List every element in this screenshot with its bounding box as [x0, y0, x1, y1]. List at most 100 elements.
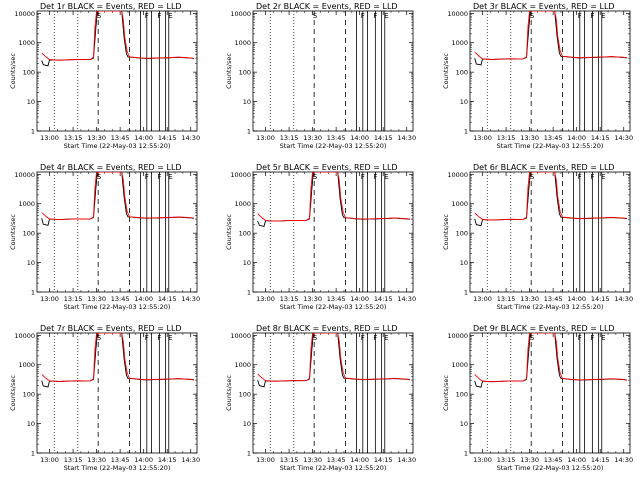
- y-tick-label: 1: [31, 289, 35, 297]
- x-tick-label: 13:45: [327, 295, 346, 303]
- x-tick-label: 14:30: [397, 456, 416, 464]
- x-tick-label: 13:30: [520, 456, 539, 464]
- x-tick-label: 13:15: [64, 456, 83, 464]
- x-tick-label: 13:45: [544, 456, 563, 464]
- panel-7: Det 7r BLACK = Events, RED = LLD 1 10 100 10…: [9, 324, 200, 472]
- y-tick-label: 100: [23, 391, 35, 399]
- plot-frame: [252, 171, 414, 293]
- y-tick-label: 100: [239, 391, 251, 399]
- x-axis-label: Start Time (22-May-03 12:55:20): [497, 142, 604, 150]
- x-tick-label: 13:00: [40, 456, 59, 464]
- y-tick-label: 1000: [234, 200, 251, 208]
- lld-series-line: [41, 333, 194, 382]
- y-tick-label: 1000: [451, 39, 468, 47]
- panel-1: Det 1r BLACK = Events, RED = LLD 1 10 100 10…: [9, 2, 200, 150]
- x-tick-label: 13:15: [497, 134, 516, 142]
- y-axis-label: Counts/sec: [225, 53, 233, 89]
- y-tick-label: 10: [27, 259, 35, 267]
- y-tick-label: 10: [460, 98, 468, 106]
- y-tick-label: 10000: [230, 10, 251, 18]
- event-marker: S: [530, 12, 535, 20]
- y-axis-label: Counts/sec: [225, 375, 233, 411]
- x-tick-label: 14:00: [134, 456, 153, 464]
- x-axis-label: Start Time (22-May-03 12:55:20): [280, 142, 387, 150]
- y-tick-label: 10: [460, 259, 468, 267]
- x-tick-label: 13:45: [327, 134, 346, 142]
- panel-title: Det 2r BLACK = Events, RED = LLD: [256, 2, 398, 11]
- x-tick-label: 14:15: [591, 134, 610, 142]
- x-tick-label: 13:30: [87, 134, 106, 142]
- y-tick-label: 1: [464, 289, 468, 297]
- x-tick-label: 14:15: [374, 456, 393, 464]
- event-marker: F: [590, 173, 594, 181]
- x-tick-label: 13:15: [497, 295, 516, 303]
- event-marker: F: [578, 12, 582, 20]
- y-tick-label: 1000: [451, 200, 468, 208]
- event-marker: E: [384, 12, 388, 20]
- x-tick-label: 13:45: [544, 295, 563, 303]
- event-marker: E: [168, 173, 172, 181]
- x-tick-label: 14:30: [614, 295, 633, 303]
- event-marker: E: [601, 173, 605, 181]
- y-axis-label: Counts/sec: [442, 375, 450, 411]
- lld-series-line: [41, 172, 194, 221]
- x-tick-label: 13:30: [520, 295, 539, 303]
- x-tick-label: 14:00: [567, 134, 586, 142]
- x-tick-label: 14:00: [567, 456, 586, 464]
- x-axis-label: Start Time (22-May-03 12:55:20): [280, 464, 387, 472]
- y-axis-label: Counts/sec: [225, 214, 233, 250]
- event-marker: F: [157, 334, 161, 342]
- panel-title: Det 6r BLACK = Events, RED = LLD: [473, 163, 615, 172]
- x-axis-label: Start Time (22-May-03 12:55:20): [64, 303, 171, 311]
- y-axis-label: Counts/sec: [442, 53, 450, 89]
- x-axis-label: Start Time (22-May-03 12:55:20): [64, 464, 171, 472]
- event-marker: E: [384, 173, 388, 181]
- panel-title: Det 8r BLACK = Events, RED = LLD: [256, 324, 398, 333]
- x-tick-label: 13:00: [256, 295, 275, 303]
- x-tick-label: 13:00: [473, 456, 492, 464]
- y-tick-label: 10000: [14, 171, 35, 179]
- lld-series-line: [474, 11, 627, 60]
- x-axis-label: Start Time (22-May-03 12:55:20): [280, 303, 387, 311]
- x-tick-label: 14:15: [158, 295, 177, 303]
- event-marker: F: [145, 12, 149, 20]
- x-tick-label: 14:15: [374, 134, 393, 142]
- y-tick-label: 10000: [447, 171, 468, 179]
- x-tick-label: 13:00: [473, 134, 492, 142]
- plot-frame: [469, 171, 631, 293]
- x-tick-label: 14:15: [158, 456, 177, 464]
- event-marker: F: [157, 173, 161, 181]
- plot-frame: [36, 171, 198, 293]
- y-tick-label: 100: [239, 69, 251, 77]
- event-marker: S: [530, 173, 535, 181]
- event-marker: F: [361, 334, 365, 342]
- x-tick-label: 13:00: [256, 456, 275, 464]
- x-tick-label: 13:30: [520, 134, 539, 142]
- event-marker: F: [373, 334, 377, 342]
- event-marker: F: [373, 173, 377, 181]
- x-tick-label: 13:45: [544, 134, 563, 142]
- x-tick-label: 13:15: [64, 295, 83, 303]
- plot-frame: [36, 332, 198, 454]
- y-tick-label: 10: [27, 420, 35, 428]
- x-tick-label: 13:15: [497, 456, 516, 464]
- event-marker: F: [578, 173, 582, 181]
- y-tick-label: 1: [247, 450, 251, 458]
- y-tick-label: 1000: [18, 39, 35, 47]
- y-tick-label: 10000: [14, 10, 35, 18]
- y-tick-label: 10: [460, 420, 468, 428]
- y-tick-label: 100: [456, 391, 468, 399]
- lld-series-line: [41, 11, 194, 61]
- panel-2: Det 2r BLACK = Events, RED = LLD 1 10 100 10…: [225, 2, 416, 150]
- plot-frame: [252, 10, 414, 132]
- event-marker: E: [384, 334, 388, 342]
- x-tick-label: 14:30: [397, 295, 416, 303]
- panel-9: Det 9r BLACK = Events, RED = LLD 1 10 100 10…: [442, 324, 633, 472]
- event-marker: F: [578, 334, 582, 342]
- panel-title: Det 5r BLACK = Events, RED = LLD: [256, 163, 398, 172]
- y-tick-label: 1: [464, 128, 468, 136]
- x-tick-label: 14:15: [591, 456, 610, 464]
- event-marker: F: [361, 173, 365, 181]
- event-marker: F: [157, 12, 161, 20]
